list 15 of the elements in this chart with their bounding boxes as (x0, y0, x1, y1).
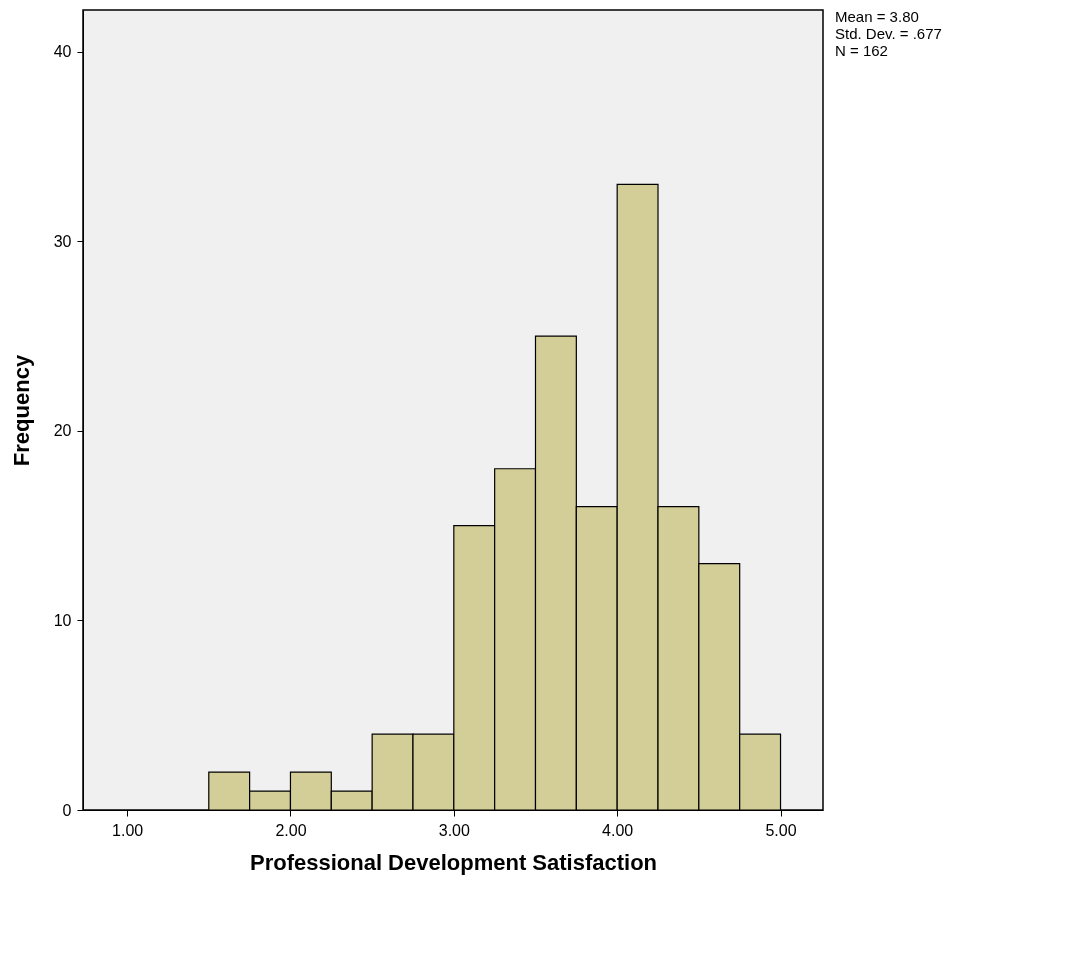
x-tick-label: 3.00 (438, 821, 470, 839)
y-tick-label: 20 (53, 422, 72, 440)
y-axis-title: Frequency (8, 354, 34, 467)
y-tick-label: 40 (53, 43, 72, 61)
text: Mean = 3.80 (835, 8, 919, 25)
x-tick-label: 1.00 (112, 821, 144, 839)
x-tick-label: 4.00 (602, 821, 634, 839)
text: Std. Dev. = .677 (835, 25, 942, 42)
x-tick-label: 5.00 (765, 821, 797, 839)
y-tick-label: 0 (62, 801, 72, 819)
x-tick-label: 2.00 (275, 821, 307, 839)
x-axis-title: Professional Development Satisfaction (249, 849, 658, 875)
y-tick-label: 10 (53, 611, 72, 629)
y-tick-label: 30 (53, 232, 72, 250)
text: N = 162 (835, 42, 888, 59)
